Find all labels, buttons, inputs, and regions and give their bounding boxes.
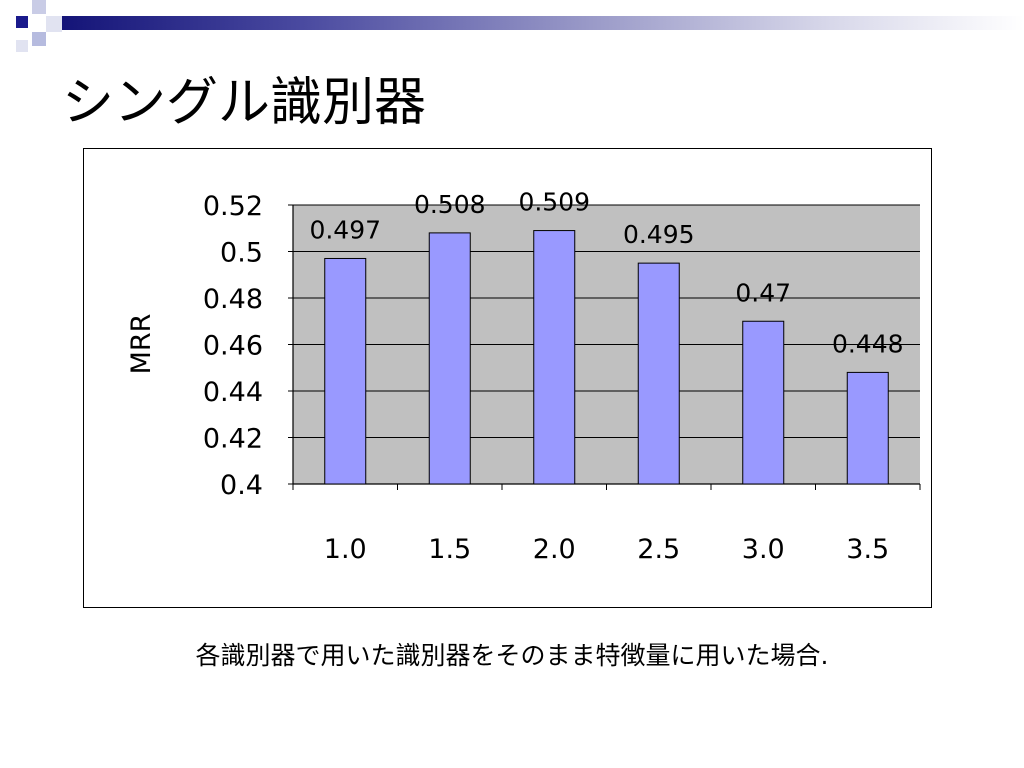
slide-caption: 各識別器で用いた識別器をそのまま特徴量に用いた場合. bbox=[195, 641, 829, 670]
data-label: 0.47 bbox=[735, 278, 791, 307]
x-tick-label: 2.5 bbox=[637, 534, 680, 565]
decor-square bbox=[32, 0, 46, 14]
y-tick-label: 0.46 bbox=[203, 331, 263, 362]
x-tick-label: 3.0 bbox=[742, 534, 785, 565]
decor-square bbox=[16, 16, 28, 28]
decor-square bbox=[32, 32, 46, 46]
data-label: 0.497 bbox=[309, 215, 381, 244]
decor-square bbox=[16, 40, 28, 52]
y-tick-label: 0.48 bbox=[203, 284, 263, 315]
y-tick-label: 0.44 bbox=[203, 377, 263, 408]
data-label: 0.495 bbox=[623, 220, 695, 249]
data-label: 0.508 bbox=[414, 190, 486, 219]
x-tick-label: 1.0 bbox=[324, 534, 367, 565]
bar bbox=[533, 230, 576, 485]
header-gradient-bar bbox=[62, 16, 1024, 30]
y-axis-title: MRR bbox=[126, 314, 157, 375]
x-tick-label: 3.5 bbox=[846, 534, 889, 565]
bar bbox=[637, 262, 680, 485]
decor-square bbox=[46, 16, 62, 32]
y-tick-label: 0.4 bbox=[220, 470, 263, 501]
x-tick-label: 2.0 bbox=[533, 534, 576, 565]
data-label: 0.509 bbox=[518, 188, 590, 217]
bar bbox=[742, 320, 785, 485]
bar bbox=[324, 257, 367, 485]
x-tick-label: 1.5 bbox=[428, 534, 471, 565]
bar bbox=[846, 371, 889, 485]
bar bbox=[428, 232, 471, 485]
y-tick-label: 0.42 bbox=[203, 424, 263, 455]
y-tick-label: 0.5 bbox=[220, 238, 263, 269]
data-label: 0.448 bbox=[832, 329, 904, 358]
y-tick-label: 0.52 bbox=[203, 191, 263, 222]
slide-title: シングル識別器 bbox=[62, 73, 427, 133]
